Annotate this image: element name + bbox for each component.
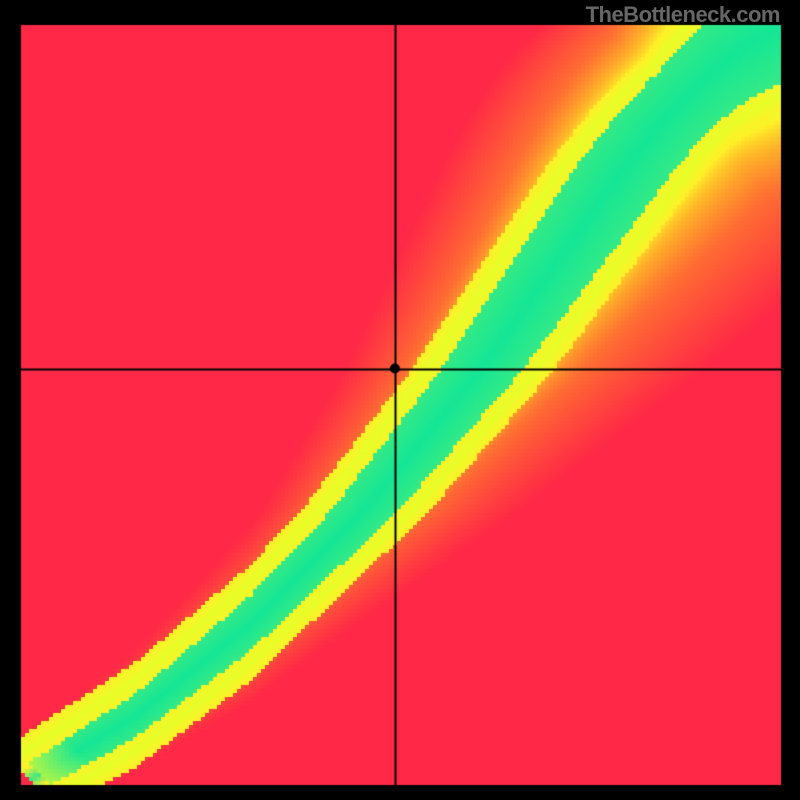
watermark-text: TheBottleneck.com [586,2,780,28]
bottleneck-heatmap [0,0,800,800]
chart-container: TheBottleneck.com [0,0,800,800]
